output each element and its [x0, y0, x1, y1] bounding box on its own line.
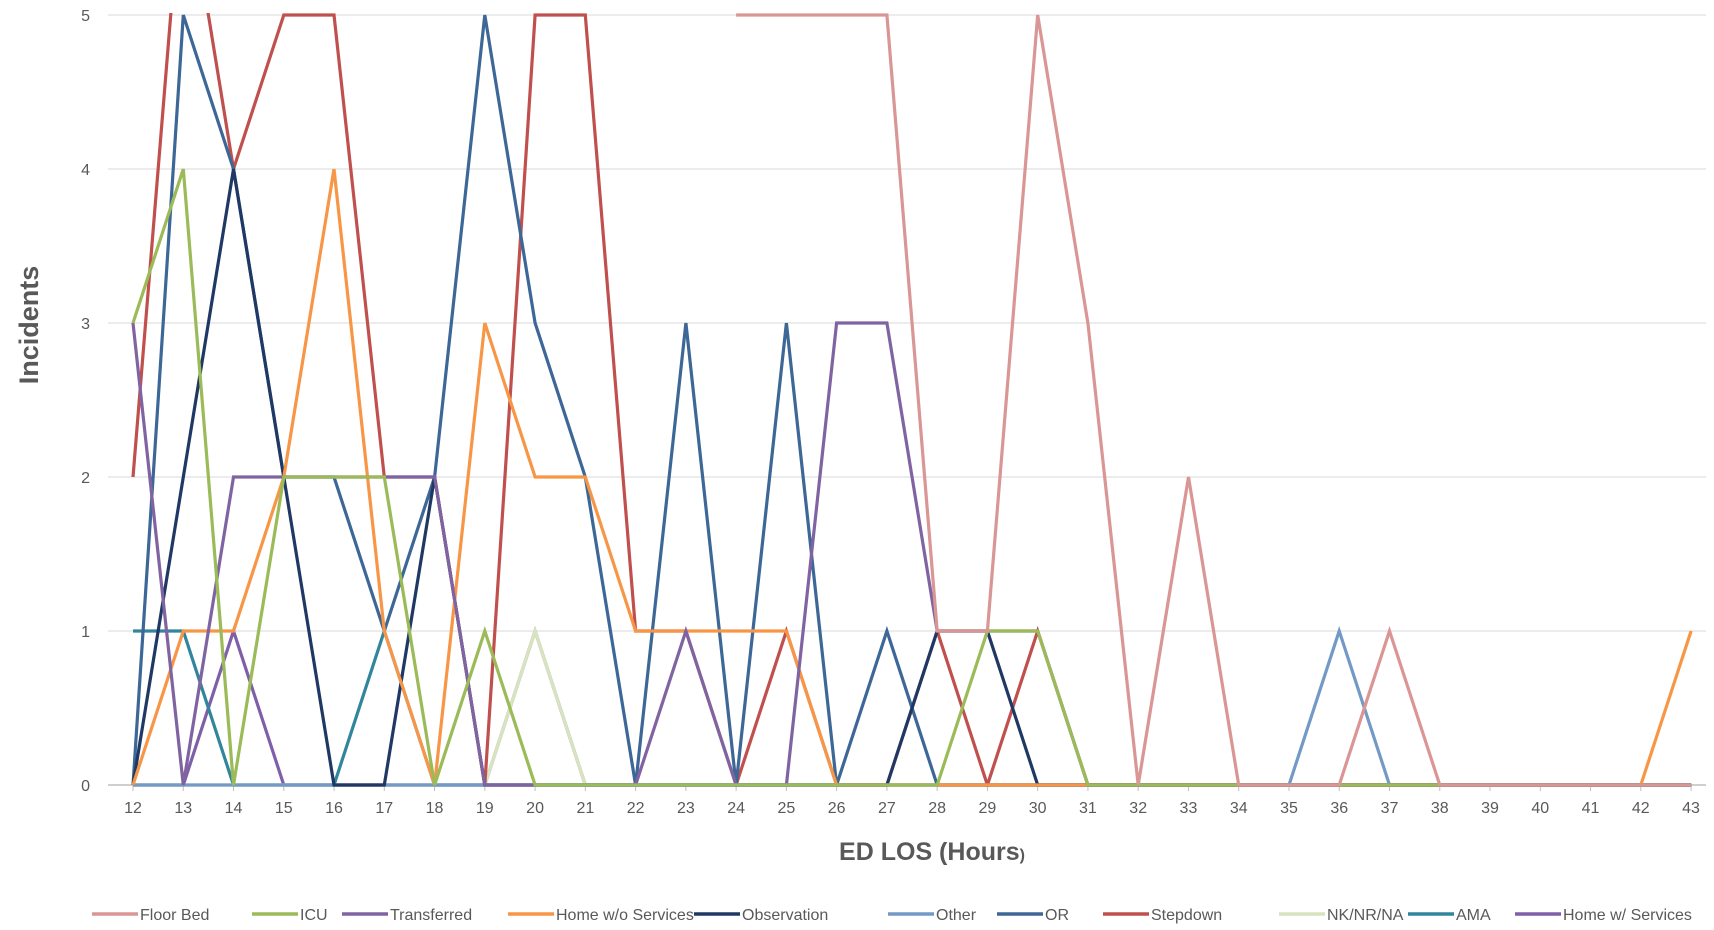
legend-label: ICU	[300, 907, 328, 924]
x-tick-label: 40	[1531, 800, 1549, 817]
x-tick-label: 12	[124, 800, 142, 817]
x-tick-label: 22	[627, 800, 645, 817]
x-axis-title: ED LOS (Hours)	[839, 838, 1025, 866]
legend-item-home-w-o-services: Home w/o Services	[508, 907, 694, 924]
series-line-stepdown	[131, 13, 1692, 787]
x-axis-title-main: ED LOS (Hours	[839, 838, 1020, 866]
legend-item-home-w-services: Home w/ Services	[1515, 907, 1692, 924]
y-tick-label: 5	[81, 8, 90, 25]
x-tick-label: 36	[1330, 800, 1348, 817]
x-tick-label: 38	[1431, 800, 1449, 817]
x-tick-label: 15	[275, 800, 293, 817]
x-tick-label: 16	[325, 800, 343, 817]
legend-label: Transferred	[390, 907, 472, 924]
legend-item-floor-bed: Floor Bed	[92, 907, 209, 924]
x-tick-label: 17	[375, 800, 393, 817]
x-tick-label: 18	[426, 800, 444, 817]
legend-item-other: Other	[888, 907, 977, 924]
x-tick-label: 41	[1582, 800, 1600, 817]
x-tick-label: 31	[1079, 800, 1097, 817]
legend-label: Observation	[742, 907, 828, 924]
x-tick-label: 23	[677, 800, 695, 817]
legend-label: NK/NR/NA	[1327, 907, 1404, 924]
y-axis-ticks: 0 1 2 3 4 5	[81, 8, 90, 795]
legend-label: AMA	[1456, 907, 1491, 924]
legend-label: Other	[936, 907, 977, 924]
x-tick-label: 29	[979, 800, 997, 817]
x-axis-title-suffix: )	[1020, 847, 1025, 864]
x-tick-label: 28	[928, 800, 946, 817]
legend-item-ama: AMA	[1408, 907, 1491, 924]
y-tick-label: 1	[81, 624, 90, 641]
series-line-icu	[131, 168, 1692, 787]
x-tick-label: 21	[576, 800, 594, 817]
legend-label: Floor Bed	[140, 907, 209, 924]
x-tick-label: 13	[174, 800, 192, 817]
x-tick-label: 37	[1381, 800, 1399, 817]
y-tick-label: 3	[81, 316, 90, 333]
x-tick-label: 20	[526, 800, 544, 817]
series-line-floor-bed	[736, 13, 1692, 787]
x-tick-label: 39	[1481, 800, 1499, 817]
legend-label: Stepdown	[1151, 907, 1222, 924]
series-line-transferred	[131, 321, 1692, 787]
legend-label: OR	[1045, 907, 1069, 924]
y-axis-title: Incidents	[14, 266, 44, 385]
x-axis-ticks: 12 13 14 15 16 17 18 19 20 21 22 23 24 25 26 27 28 29 30 31…	[124, 785, 1700, 817]
legend: Floor Bed ICU Transferred Home w/o Services…	[92, 907, 1692, 924]
x-tick-label: 26	[828, 800, 846, 817]
y-tick-label: 0	[81, 778, 90, 795]
legend-label: Home w/ Services	[1563, 907, 1692, 924]
y-tick-label: 4	[81, 162, 90, 179]
legend-item-nk-nr-na: NK/NR/NA	[1279, 907, 1404, 924]
x-tick-label: 14	[225, 800, 243, 817]
legend-item-icu: ICU	[252, 907, 328, 924]
x-tick-label: 42	[1632, 800, 1650, 817]
series-line-or	[131, 14, 1692, 787]
legend-item-stepdown: Stepdown	[1103, 907, 1222, 924]
legend-item-observation: Observation	[694, 907, 828, 924]
x-tick-label: 35	[1280, 800, 1298, 817]
x-tick-label: 43	[1682, 800, 1700, 817]
x-tick-label: 19	[476, 800, 494, 817]
legend-label: Home w/o Services	[556, 907, 694, 924]
x-tick-label: 32	[1129, 800, 1147, 817]
x-tick-label: 27	[878, 800, 896, 817]
legend-item-transferred: Transferred	[342, 907, 472, 924]
series-lines	[131, 13, 1693, 787]
x-tick-label: 33	[1180, 800, 1198, 817]
x-tick-label: 30	[1029, 800, 1047, 817]
x-tick-label: 34	[1230, 800, 1248, 817]
legend-item-or: OR	[997, 907, 1069, 924]
y-tick-label: 2	[81, 470, 90, 487]
x-tick-label: 24	[727, 800, 745, 817]
x-tick-label: 25	[777, 800, 795, 817]
